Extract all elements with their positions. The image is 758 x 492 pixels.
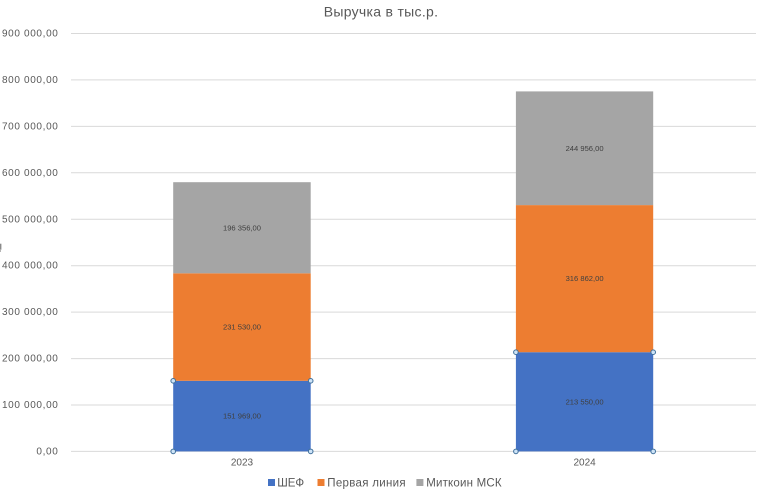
svg-text:0,00: 0,00 bbox=[36, 446, 58, 457]
svg-text:213 550,00: 213 550,00 bbox=[566, 397, 604, 406]
svg-text:196 356,00: 196 356,00 bbox=[223, 223, 261, 232]
svg-text:2023: 2023 bbox=[231, 458, 254, 469]
svg-text:600 000,00: 600 000,00 bbox=[2, 168, 59, 179]
svg-text:100 000,00: 100 000,00 bbox=[2, 400, 59, 411]
svg-text:Выручка в тыс.р.: Выручка в тыс.р. bbox=[324, 3, 439, 19]
svg-text:151 969,00: 151 969,00 bbox=[223, 412, 261, 421]
svg-text:400 000,00: 400 000,00 bbox=[2, 261, 59, 272]
svg-text:ШЕФ: ШЕФ bbox=[277, 478, 304, 490]
svg-text:300 000,00: 300 000,00 bbox=[2, 307, 59, 318]
svg-text:500 000,00: 500 000,00 bbox=[2, 214, 59, 225]
svg-text:800 000,00: 800 000,00 bbox=[2, 75, 59, 86]
svg-text:Миткоин МСК: Миткоин МСК bbox=[426, 478, 502, 490]
svg-text:2024: 2024 bbox=[573, 458, 596, 469]
svg-text:900 000,00: 900 000,00 bbox=[2, 29, 59, 40]
svg-text:244 956,00: 244 956,00 bbox=[566, 144, 604, 153]
svg-text:200 000,00: 200 000,00 bbox=[2, 354, 59, 365]
svg-text:231 530,00: 231 530,00 bbox=[223, 323, 261, 332]
svg-text:316 862,00: 316 862,00 bbox=[566, 274, 604, 283]
svg-text:Первая линия: Первая линия bbox=[327, 478, 406, 490]
svg-text:700 000,00: 700 000,00 bbox=[2, 121, 59, 132]
